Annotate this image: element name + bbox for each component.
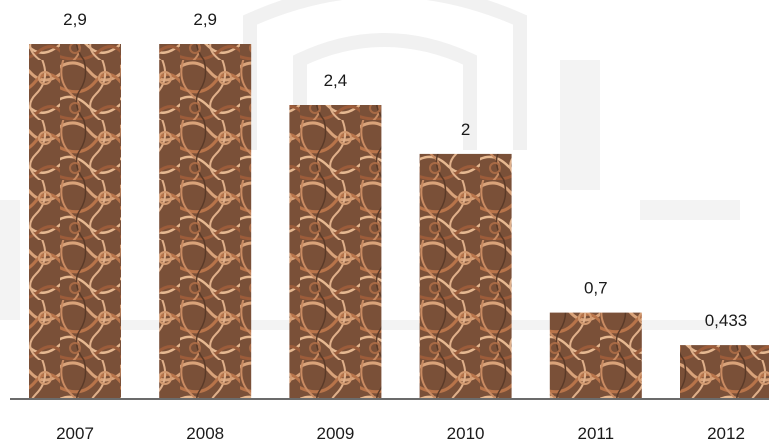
- bar-2008: [159, 44, 252, 398]
- x-tick-label-2009: 2009: [316, 424, 354, 443]
- x-tick-label-2010: 2010: [447, 424, 485, 443]
- x-tick-label-2012: 2012: [707, 424, 745, 443]
- bar-2007: [29, 44, 121, 398]
- data-label-2012: 0,433: [705, 311, 748, 330]
- x-tick-label-2007: 2007: [56, 424, 94, 443]
- bar-2011: [549, 312, 642, 398]
- data-label-2007: 2,9: [63, 10, 87, 29]
- x-tick-label-2008: 2008: [186, 424, 224, 443]
- bar-2009: [289, 105, 382, 398]
- data-label-2008: 2,9: [193, 10, 217, 29]
- data-label-2010: 2: [461, 120, 470, 139]
- x-tick-label-2011: 2011: [578, 424, 615, 443]
- data-label-2011: 0,7: [584, 279, 608, 298]
- bar-2010: [419, 153, 512, 398]
- bar-2012: [680, 345, 769, 398]
- data-label-2009: 2,4: [324, 71, 348, 90]
